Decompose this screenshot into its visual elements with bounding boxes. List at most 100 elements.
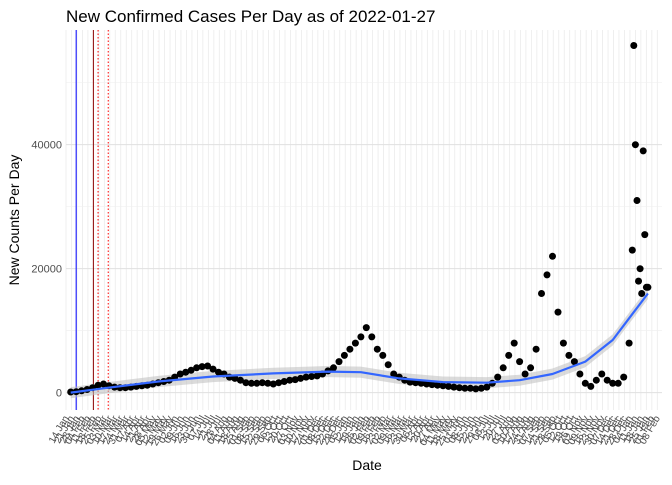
data-point [302,373,310,381]
data-point [483,383,491,391]
data-point [340,351,348,359]
data-point [368,333,376,341]
data-point [346,345,354,353]
reference-lines [75,30,109,410]
data-point [630,42,638,49]
data-point [587,382,595,390]
data-point [628,246,636,254]
data-point [434,381,441,389]
data-point [275,379,283,387]
data-point [538,290,545,297]
data-point [521,370,529,378]
data-point [330,364,337,372]
data-point [94,381,102,389]
data-point [351,339,359,347]
data-point [291,376,299,384]
data-point [598,370,606,378]
data-point [641,231,649,239]
data-point [231,374,239,382]
data-points [67,42,652,396]
data-point [362,324,370,332]
data-point [236,376,244,384]
data-point [554,308,562,316]
data-point [445,382,452,390]
data-point [335,358,343,366]
data-point [635,277,642,285]
data-point [644,283,652,291]
data-point [455,384,463,392]
data-point [516,358,524,366]
data-point [280,378,288,385]
data-point [176,370,184,378]
data-point [499,364,507,372]
data-point [450,383,458,391]
data-point [297,374,305,382]
data-point [423,380,431,388]
data-point [182,368,190,376]
data-point [570,358,578,366]
data-point [439,382,447,390]
data-point [633,197,641,204]
data-point [193,364,201,372]
data-point [428,381,436,389]
data-point [510,339,518,347]
data-point [466,384,474,392]
y-axis-title: New Counts Per Day [6,155,22,286]
data-point [242,379,250,387]
smooth-trend-line [70,292,649,394]
data-point [609,379,617,387]
data-point [264,379,272,387]
data-point [636,265,644,273]
data-point [614,379,622,387]
x-axis-title: Date [352,457,382,473]
data-point [204,362,212,370]
data-point [631,141,639,149]
data-point [592,376,600,384]
data-point [603,376,611,384]
grid [65,30,662,410]
chart-title: New Confirmed Cases Per Day as of 2022-0… [66,7,435,26]
data-point [532,345,540,353]
data-point [527,364,535,372]
data-point [253,379,261,387]
data-point [638,290,646,297]
data-point [565,351,573,359]
data-point [494,373,502,381]
data-point [384,361,392,369]
data-point [187,366,195,374]
data-point [549,252,556,260]
data-point [417,379,425,387]
data-point [258,379,266,387]
y-tick-label: 40000 [31,140,62,152]
data-point [247,379,255,387]
data-point [269,380,277,388]
y-axis-ticks: 0 20000 40000 [31,140,62,400]
data-point [472,385,480,393]
data-point [639,147,647,155]
data-point [373,345,381,353]
data-point [390,370,398,378]
data-point [286,376,294,384]
data-point [357,333,365,341]
data-point [581,379,589,387]
data-point [505,351,513,359]
data-point [308,373,316,380]
data-point [461,384,469,392]
data-point [543,271,551,279]
data-point [559,339,567,347]
data-point [477,384,485,392]
data-point [625,339,633,347]
y-tick-label: 0 [56,388,62,400]
y-tick-label: 20000 [31,264,62,276]
data-point [379,351,387,359]
data-point [576,370,584,378]
data-point [620,373,628,381]
data-point [209,365,217,373]
data-point [198,363,206,371]
data-point [313,372,321,380]
data-point [215,368,222,376]
data-point [100,380,107,388]
